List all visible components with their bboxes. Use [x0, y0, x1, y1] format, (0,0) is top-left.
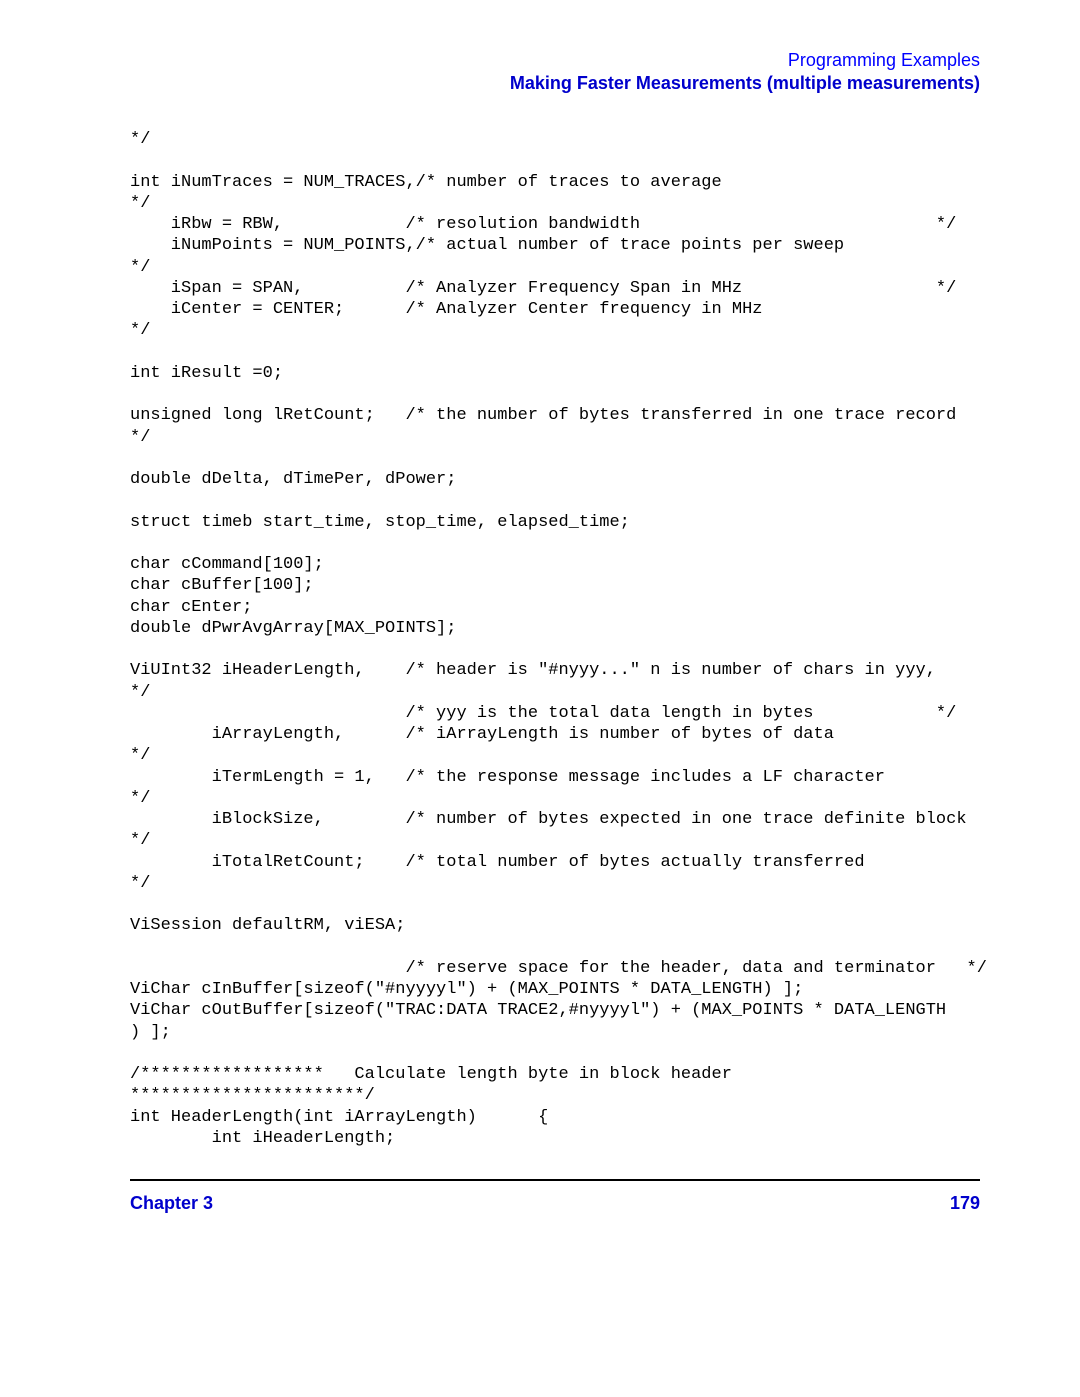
page-header: Programming Examples Making Faster Measu… [130, 50, 980, 94]
page-container: Programming Examples Making Faster Measu… [0, 0, 1080, 1254]
header-title: Programming Examples [130, 50, 980, 71]
chapter-label: Chapter 3 [130, 1193, 213, 1214]
code-block: */ int iNumTraces = NUM_TRACES,/* number… [130, 129, 980, 1149]
page-number: 179 [950, 1193, 980, 1214]
header-subtitle: Making Faster Measurements (multiple mea… [130, 73, 980, 94]
page-footer: Chapter 3 179 [130, 1179, 980, 1214]
